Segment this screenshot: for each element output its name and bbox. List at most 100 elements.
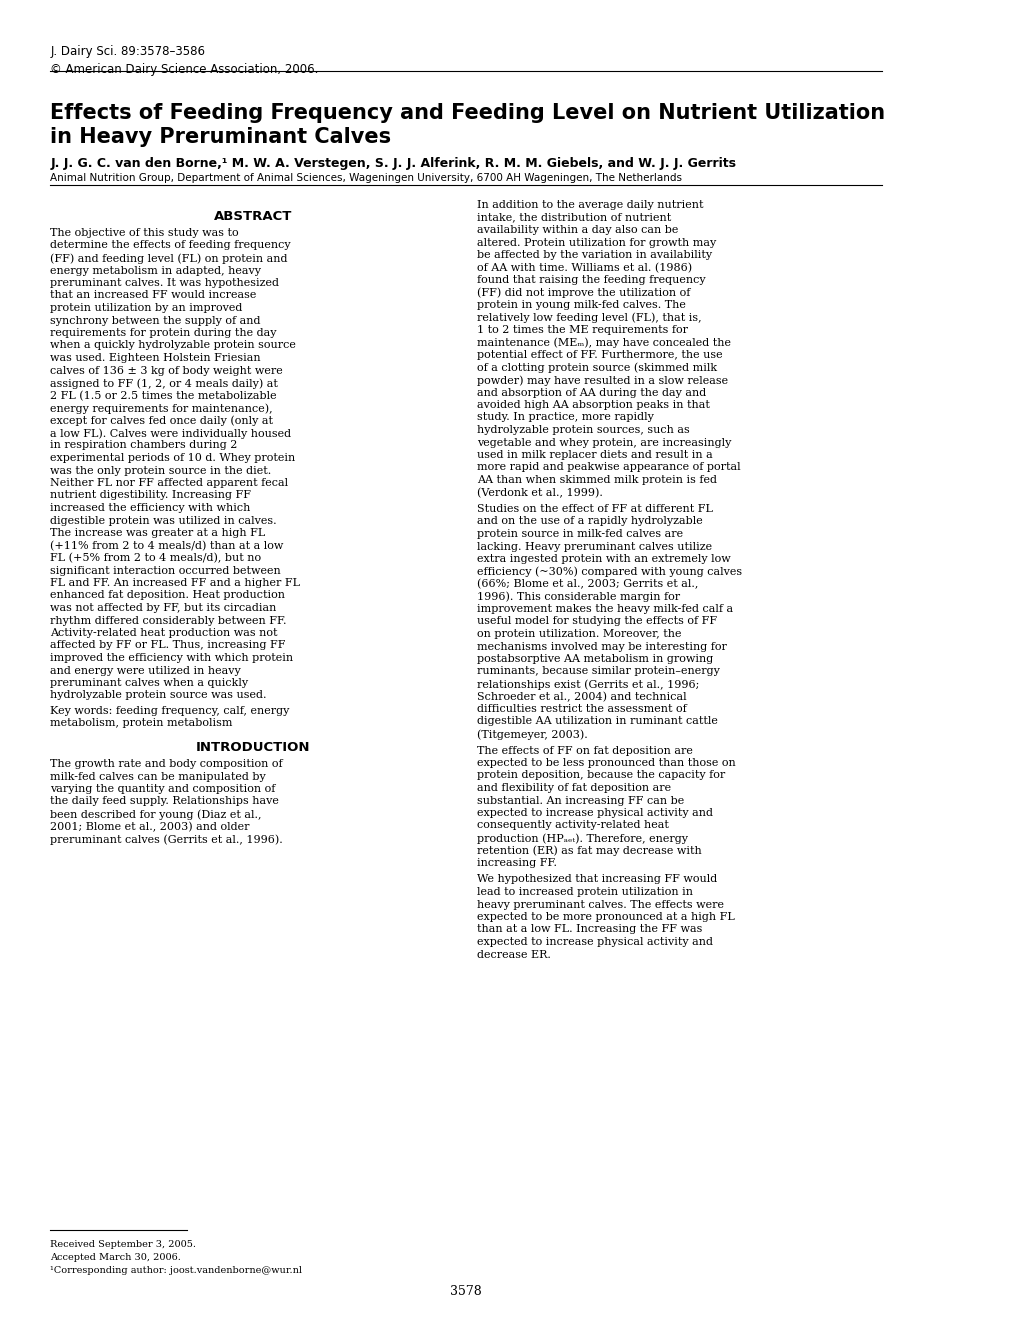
Text: when a quickly hydrolyzable protein source: when a quickly hydrolyzable protein sour…	[50, 341, 296, 351]
Text: than at a low FL. Increasing the FF was: than at a low FL. Increasing the FF was	[477, 924, 702, 935]
Text: 3578: 3578	[450, 1284, 482, 1298]
Text: In addition to the average daily nutrient: In addition to the average daily nutrien…	[477, 201, 703, 210]
Text: ¹Corresponding author: joost.vandenborne@wur.nl: ¹Corresponding author: joost.vandenborne…	[50, 1266, 302, 1275]
Text: assigned to FF (1, 2, or 4 meals daily) at: assigned to FF (1, 2, or 4 meals daily) …	[50, 378, 278, 388]
Text: enhanced fat deposition. Heat production: enhanced fat deposition. Heat production	[50, 590, 285, 601]
Text: Effects of Feeding Frequency and Feeding Level on Nutrient Utilization: Effects of Feeding Frequency and Feeding…	[50, 103, 884, 123]
Text: postabsorptive AA metabolism in growing: postabsorptive AA metabolism in growing	[477, 653, 713, 664]
Text: J. J. G. C. van den Borne,¹ M. W. A. Verstegen, S. J. J. Alferink, R. M. M. Gieb: J. J. G. C. van den Borne,¹ M. W. A. Ver…	[50, 157, 736, 170]
Text: decrease ER.: decrease ER.	[477, 949, 550, 960]
Text: The growth rate and body composition of: The growth rate and body composition of	[50, 759, 282, 770]
Text: Activity-related heat production was not: Activity-related heat production was not	[50, 628, 277, 638]
Text: consequently activity-related heat: consequently activity-related heat	[477, 821, 668, 830]
Text: and absorption of AA during the day and: and absorption of AA during the day and	[477, 388, 706, 397]
Text: and energy were utilized in heavy: and energy were utilized in heavy	[50, 665, 240, 676]
Text: digestible AA utilization in ruminant cattle: digestible AA utilization in ruminant ca…	[477, 717, 717, 726]
Text: increasing FF.: increasing FF.	[477, 858, 556, 869]
Text: experimental periods of 10 d. Whey protein: experimental periods of 10 d. Whey prote…	[50, 453, 296, 463]
Text: relationships exist (Gerrits et al., 1996;: relationships exist (Gerrits et al., 199…	[477, 678, 699, 689]
Text: (+11% from 2 to 4 meals/d) than at a low: (+11% from 2 to 4 meals/d) than at a low	[50, 540, 283, 550]
Text: varying the quantity and composition of: varying the quantity and composition of	[50, 784, 275, 795]
Text: efficiency (~30%) compared with young calves: efficiency (~30%) compared with young ca…	[477, 566, 742, 577]
Text: hydrolyzable protein source was used.: hydrolyzable protein source was used.	[50, 690, 267, 701]
Text: We hypothesized that increasing FF would: We hypothesized that increasing FF would	[477, 874, 717, 884]
Text: protein in young milk-fed calves. The: protein in young milk-fed calves. The	[477, 300, 686, 310]
Text: Key words: feeding frequency, calf, energy: Key words: feeding frequency, calf, ener…	[50, 706, 289, 715]
Text: Accepted March 30, 2006.: Accepted March 30, 2006.	[50, 1253, 181, 1262]
Text: be affected by the variation in availability: be affected by the variation in availabi…	[477, 249, 712, 260]
Text: relatively low feeding level (FL), that is,: relatively low feeding level (FL), that …	[477, 313, 701, 323]
Text: expected to be more pronounced at a high FL: expected to be more pronounced at a high…	[477, 912, 735, 921]
Text: expected to be less pronounced than those on: expected to be less pronounced than thos…	[477, 758, 736, 768]
Text: mechanisms involved may be interesting for: mechanisms involved may be interesting f…	[477, 642, 727, 652]
Text: of a clotting protein source (skimmed milk: of a clotting protein source (skimmed mi…	[477, 363, 716, 374]
Text: production (HPₐₑₜ). Therefore, energy: production (HPₐₑₜ). Therefore, energy	[477, 833, 688, 843]
Text: more rapid and peakwise appearance of portal: more rapid and peakwise appearance of po…	[477, 462, 740, 473]
Text: energy requirements for maintenance),: energy requirements for maintenance),	[50, 403, 273, 413]
Text: was used. Eighteen Holstein Friesian: was used. Eighteen Holstein Friesian	[50, 352, 261, 363]
Text: metabolism, protein metabolism: metabolism, protein metabolism	[50, 718, 232, 729]
Text: of AA with time. Williams et al. (1986): of AA with time. Williams et al. (1986)	[477, 263, 692, 273]
Text: used in milk replacer diets and result in a: used in milk replacer diets and result i…	[477, 450, 712, 459]
Text: extra ingested protein with an extremely low: extra ingested protein with an extremely…	[477, 554, 731, 564]
Text: AA than when skimmed milk protein is fed: AA than when skimmed milk protein is fed	[477, 475, 716, 484]
Text: synchrony between the supply of and: synchrony between the supply of and	[50, 315, 261, 326]
Text: potential effect of FF. Furthermore, the use: potential effect of FF. Furthermore, the…	[477, 350, 722, 360]
Text: J. Dairy Sci. 89:3578–3586: J. Dairy Sci. 89:3578–3586	[50, 45, 205, 58]
Text: lead to increased protein utilization in: lead to increased protein utilization in	[477, 887, 693, 898]
Text: 1996). This considerable margin for: 1996). This considerable margin for	[477, 591, 680, 602]
Text: improvement makes the heavy milk-fed calf a: improvement makes the heavy milk-fed cal…	[477, 605, 733, 614]
Text: difficulties restrict the assessment of: difficulties restrict the assessment of	[477, 704, 687, 714]
Text: powder) may have resulted in a slow release: powder) may have resulted in a slow rele…	[477, 375, 728, 385]
Text: 2 FL (1.5 or 2.5 times the metabolizable: 2 FL (1.5 or 2.5 times the metabolizable	[50, 391, 276, 401]
Text: hydrolyzable protein sources, such as: hydrolyzable protein sources, such as	[477, 425, 690, 436]
Text: significant interaction occurred between: significant interaction occurred between	[50, 565, 281, 576]
Text: and flexibility of fat deposition are: and flexibility of fat deposition are	[477, 783, 671, 793]
Text: Studies on the effect of FF at different FL: Studies on the effect of FF at different…	[477, 504, 712, 513]
Text: maintenance (MEₘ), may have concealed the: maintenance (MEₘ), may have concealed th…	[477, 338, 731, 348]
Text: been described for young (Diaz et al.,: been described for young (Diaz et al.,	[50, 809, 262, 820]
Text: preruminant calves when a quickly: preruminant calves when a quickly	[50, 678, 249, 688]
Text: ruminants, because similar protein–energy: ruminants, because similar protein–energ…	[477, 667, 719, 676]
Text: Neither FL nor FF affected apparent fecal: Neither FL nor FF affected apparent feca…	[50, 478, 288, 488]
Text: was not affected by FF, but its circadian: was not affected by FF, but its circadia…	[50, 603, 276, 612]
Text: 1 to 2 times the ME requirements for: 1 to 2 times the ME requirements for	[477, 325, 688, 335]
Text: substantial. An increasing FF can be: substantial. An increasing FF can be	[477, 796, 684, 805]
Text: useful model for studying the effects of FF: useful model for studying the effects of…	[477, 616, 716, 627]
Text: calves of 136 ± 3 kg of body weight were: calves of 136 ± 3 kg of body weight were	[50, 366, 282, 375]
Text: (FF) did not improve the utilization of: (FF) did not improve the utilization of	[477, 288, 690, 298]
Text: expected to increase physical activity and: expected to increase physical activity a…	[477, 937, 712, 946]
Text: requirements for protein during the day: requirements for protein during the day	[50, 327, 276, 338]
Text: improved the efficiency with which protein: improved the efficiency with which prote…	[50, 653, 293, 663]
Text: retention (ER) as fat may decrease with: retention (ER) as fat may decrease with	[477, 846, 701, 857]
Text: Received September 3, 2005.: Received September 3, 2005.	[50, 1239, 196, 1249]
Text: in Heavy Preruminant Calves: in Heavy Preruminant Calves	[50, 127, 391, 147]
Text: milk-fed calves can be manipulated by: milk-fed calves can be manipulated by	[50, 771, 266, 781]
Text: availability within a day also can be: availability within a day also can be	[477, 224, 678, 235]
Text: and on the use of a rapidly hydrolyzable: and on the use of a rapidly hydrolyzable	[477, 516, 702, 527]
Text: was the only protein source in the diet.: was the only protein source in the diet.	[50, 466, 271, 475]
Text: a low FL). Calves were individually housed: a low FL). Calves were individually hous…	[50, 428, 291, 438]
Text: The effects of FF on fat deposition are: The effects of FF on fat deposition are	[477, 746, 693, 755]
Text: increased the efficiency with which: increased the efficiency with which	[50, 503, 251, 513]
Text: found that raising the feeding frequency: found that raising the feeding frequency	[477, 275, 705, 285]
Text: The increase was greater at a high FL: The increase was greater at a high FL	[50, 528, 265, 539]
Text: Animal Nutrition Group, Department of Animal Sciences, Wageningen University, 67: Animal Nutrition Group, Department of An…	[50, 173, 682, 183]
Text: (Titgemeyer, 2003).: (Titgemeyer, 2003).	[477, 729, 588, 739]
Text: expected to increase physical activity and: expected to increase physical activity a…	[477, 808, 712, 818]
Text: protein source in milk-fed calves are: protein source in milk-fed calves are	[477, 529, 683, 539]
Text: Schroeder et al., 2004) and technical: Schroeder et al., 2004) and technical	[477, 692, 687, 702]
Text: protein deposition, because the capacity for: protein deposition, because the capacity…	[477, 771, 725, 780]
Text: altered. Protein utilization for growth may: altered. Protein utilization for growth …	[477, 238, 716, 248]
Text: energy metabolism in adapted, heavy: energy metabolism in adapted, heavy	[50, 265, 261, 276]
Text: (66%; Blome et al., 2003; Gerrits et al.,: (66%; Blome et al., 2003; Gerrits et al.…	[477, 579, 698, 589]
Text: protein utilization by an improved: protein utilization by an improved	[50, 304, 243, 313]
Text: study. In practice, more rapidly: study. In practice, more rapidly	[477, 412, 653, 422]
Text: determine the effects of feeding frequency: determine the effects of feeding frequen…	[50, 240, 290, 251]
Text: avoided high AA absorption peaks in that: avoided high AA absorption peaks in that	[477, 400, 709, 411]
Text: ABSTRACT: ABSTRACT	[213, 210, 291, 223]
Text: FL and FF. An increased FF and a higher FL: FL and FF. An increased FF and a higher …	[50, 578, 300, 587]
Text: vegetable and whey protein, are increasingly: vegetable and whey protein, are increasi…	[477, 437, 731, 447]
Text: heavy preruminant calves. The effects were: heavy preruminant calves. The effects we…	[477, 899, 723, 909]
Text: intake, the distribution of nutrient: intake, the distribution of nutrient	[477, 213, 671, 223]
